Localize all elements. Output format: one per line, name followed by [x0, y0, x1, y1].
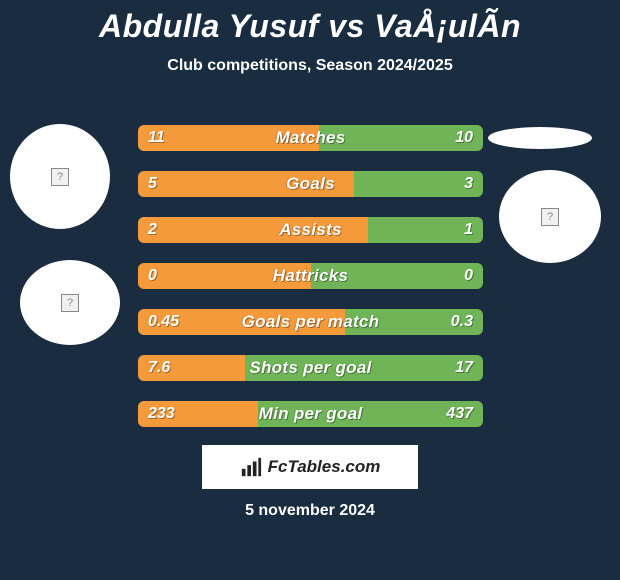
stat-row: 7.617Shots per goal	[138, 355, 483, 381]
brand-logo-icon	[240, 456, 262, 478]
avatar-placeholder	[488, 127, 592, 149]
bar-left	[138, 355, 245, 381]
bar-right	[345, 309, 483, 335]
stat-row: 0.450.3Goals per match	[138, 309, 483, 335]
image-placeholder-icon: ?	[51, 168, 69, 186]
avatar-placeholder: ?	[10, 124, 110, 229]
comparison-rows: 1110Matches 53Goals 21Assists 00Hattricks 0.…	[138, 125, 483, 447]
stat-row: 53Goals	[138, 171, 483, 197]
date-text: 5 november 2024	[0, 502, 620, 520]
stat-row: 00Hattricks	[138, 263, 483, 289]
bar-right	[319, 125, 483, 151]
bar-right	[245, 355, 483, 381]
bar-right	[368, 217, 483, 243]
bar-left	[138, 171, 354, 197]
brand-text: FcTables.com	[268, 457, 381, 477]
subtitle: Club competitions, Season 2024/2025	[0, 57, 620, 75]
avatar-placeholder: ?	[499, 170, 601, 263]
image-placeholder-icon: ?	[61, 294, 79, 312]
avatar-placeholder: ?	[20, 260, 120, 345]
stat-row: 233437Min per goal	[138, 401, 483, 427]
bar-left	[138, 401, 258, 427]
brand-box: FcTables.com	[202, 445, 418, 489]
bar-left	[138, 263, 311, 289]
bar-left	[138, 309, 345, 335]
bar-right	[258, 401, 483, 427]
bar-left	[138, 125, 319, 151]
page-title: Abdulla Yusuf vs VaÅ¡ulÃ­n	[0, 0, 620, 45]
bar-right	[311, 263, 484, 289]
bar-right	[354, 171, 483, 197]
stat-row: 1110Matches	[138, 125, 483, 151]
stat-row: 21Assists	[138, 217, 483, 243]
image-placeholder-icon: ?	[541, 208, 559, 226]
bar-left	[138, 217, 368, 243]
